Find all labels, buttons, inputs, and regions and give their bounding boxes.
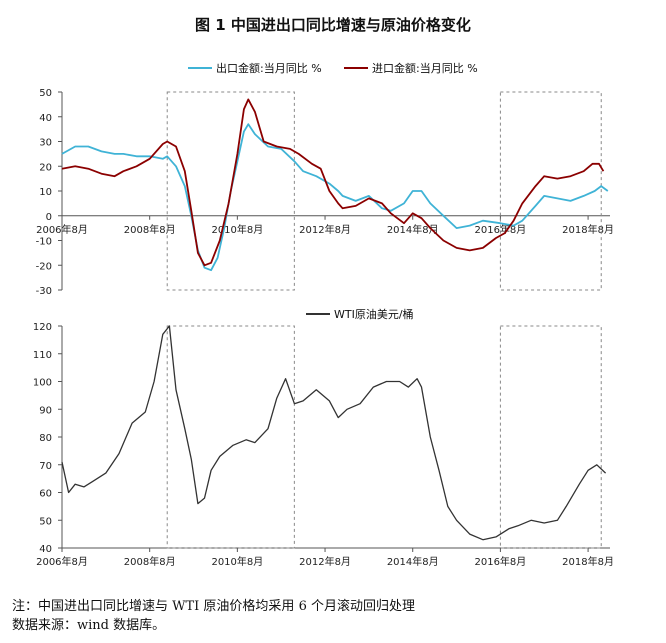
x-tick-label: 2006年8月 — [36, 223, 88, 236]
legend-label: WTI原油美元/桶 — [334, 307, 414, 321]
y-tick-label: -10 — [36, 237, 52, 248]
x-tick-label: 2008年8月 — [124, 223, 176, 236]
y-tick-label: 10 — [39, 187, 52, 198]
x-tick-label: 2018年8月 — [562, 223, 614, 236]
y-tick-label: 100 — [33, 378, 52, 389]
x-tick-label: 2014年8月 — [387, 223, 439, 236]
y-tick-label: -20 — [36, 261, 52, 272]
y-tick-label: 110 — [33, 350, 52, 361]
highlight-window — [499, 325, 602, 549]
y-tick-label: 90 — [39, 405, 52, 416]
oil-price-panel: 40 50 60 70 80 90 100 110 120 2006年8月 2008年8月 2010年… — [33, 307, 614, 568]
x-tick-label: 2012年8月 — [299, 555, 351, 568]
y-tick-label: 30 — [39, 138, 52, 149]
trade-growth-panel: -30 -20 -10 0 10 20 30 40 50 2006年8月 2008年8月 2010年8… — [36, 61, 614, 297]
x-tick-label: 2010年8月 — [211, 223, 263, 236]
note-line-2: 数据来源：wind 数据库。 — [12, 618, 166, 633]
y-tick-label: 20 — [39, 162, 52, 173]
series-line — [61, 325, 607, 541]
y-tick-label: 50 — [39, 88, 52, 99]
y-tick-label: 50 — [39, 516, 52, 527]
x-tick-label: 2010年8月 — [211, 555, 263, 568]
y-tick-label: 40 — [39, 113, 52, 124]
legend-label: 出口金额:当月同比 % — [216, 61, 322, 75]
legend-label: 进口金额:当月同比 % — [372, 61, 478, 75]
chart-title: 图 1 中国进出口同比增速与原油价格变化 — [195, 16, 471, 34]
x-tick-label: 2008年8月 — [124, 555, 176, 568]
highlight-window — [499, 91, 602, 291]
y-tick-label: 40 — [39, 544, 52, 555]
footnote: 注：中国进出口同比增速与 WTI 原油价格均采用 6 个月滚动回归处理 数据来源… — [12, 597, 415, 635]
series-line — [61, 123, 609, 272]
x-tick-label: 2018年8月 — [562, 555, 614, 568]
note-line-1: 注：中国进出口同比增速与 WTI 原油价格均采用 6 个月滚动回归处理 — [12, 599, 415, 614]
y-tick-label: -30 — [36, 286, 52, 297]
y-tick-label: 0 — [46, 212, 52, 223]
x-tick-label: 2006年8月 — [36, 555, 88, 568]
y-tick-label: 70 — [39, 461, 52, 472]
y-tick-label: 80 — [39, 433, 52, 444]
x-tick-label: 2016年8月 — [474, 555, 526, 568]
x-tick-label: 2014年8月 — [387, 555, 439, 568]
series-line — [61, 98, 605, 267]
y-tick-label: 120 — [33, 322, 52, 333]
y-tick-label: 60 — [39, 489, 52, 500]
x-tick-label: 2012年8月 — [299, 223, 351, 236]
